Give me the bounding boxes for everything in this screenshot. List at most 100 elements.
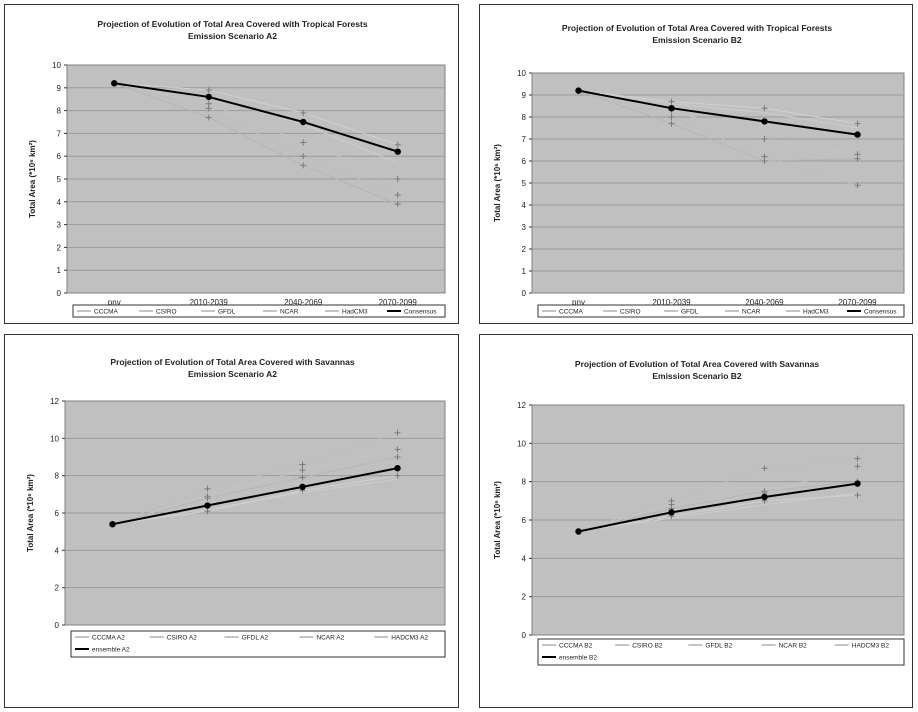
series-line bbox=[112, 432, 398, 525]
series-point bbox=[299, 483, 306, 491]
chart-title-line: Projection of Evolution of Total Area Co… bbox=[562, 23, 832, 33]
y-tick-label: 7 bbox=[522, 135, 527, 144]
y-tick-label: 1 bbox=[57, 266, 62, 275]
y-tick-label: 5 bbox=[57, 175, 62, 184]
series-point bbox=[668, 98, 675, 105]
series-point bbox=[761, 158, 768, 164]
series-line bbox=[578, 90, 858, 129]
y-tick-label: 3 bbox=[57, 221, 62, 230]
series-point bbox=[761, 488, 768, 495]
series-point bbox=[854, 492, 861, 499]
series-line bbox=[578, 494, 858, 532]
y-tick-label: 7 bbox=[57, 129, 62, 138]
legend-label: CCCMA B2 bbox=[559, 643, 593, 650]
series-point bbox=[394, 191, 401, 198]
series-point bbox=[394, 201, 401, 208]
y-tick-label: 1 bbox=[522, 267, 527, 276]
legend-label: CSIRO bbox=[156, 309, 177, 316]
series-line bbox=[112, 456, 398, 525]
y-tick-label: 0 bbox=[522, 631, 527, 640]
series-line bbox=[114, 82, 398, 180]
series-point bbox=[109, 521, 116, 528]
series-point bbox=[300, 109, 307, 116]
y-tick-label: 2 bbox=[522, 593, 527, 602]
y-tick-label: 9 bbox=[57, 84, 62, 93]
y-axis-label: Total Area (*10⁶ km²) bbox=[26, 474, 35, 552]
series-line bbox=[112, 475, 398, 525]
x-tick-label: 2010-2039 bbox=[652, 298, 691, 307]
series-point bbox=[205, 93, 212, 101]
series-point bbox=[575, 528, 582, 535]
chart-title-line: Emission Scenario B2 bbox=[652, 371, 742, 381]
y-tick-label: 3 bbox=[522, 223, 527, 232]
series-point bbox=[854, 455, 861, 462]
series-point bbox=[394, 472, 401, 479]
x-tick-label: 2070-2099 bbox=[838, 298, 877, 307]
series-line bbox=[578, 482, 858, 533]
series-point bbox=[204, 485, 211, 492]
series-line bbox=[578, 458, 858, 532]
series-point bbox=[300, 139, 307, 146]
legend-label: GFDL A2 bbox=[242, 635, 269, 642]
series-point bbox=[299, 467, 306, 474]
series-point bbox=[668, 120, 675, 127]
legend-label: HadCM3 bbox=[803, 309, 829, 316]
series-line bbox=[578, 89, 858, 136]
legend-label: NCAR B2 bbox=[779, 643, 808, 650]
series-line bbox=[578, 90, 858, 162]
y-axis-label: Total Area (*10⁶ km²) bbox=[493, 481, 502, 559]
series-point bbox=[300, 162, 307, 169]
x-tick-label: 2070-2099 bbox=[379, 298, 418, 307]
chart-panel-tropical-forests-a2: Projection of Evolution of Total Area Co… bbox=[4, 4, 459, 324]
series-line bbox=[112, 467, 398, 526]
series-line bbox=[578, 90, 858, 186]
legend-box bbox=[537, 304, 905, 318]
legend-label: CCCMA A2 bbox=[92, 635, 125, 642]
y-tick-label: 12 bbox=[517, 401, 526, 410]
y-tick-label: 4 bbox=[57, 198, 62, 207]
y-tick-label: 8 bbox=[522, 478, 527, 487]
y-tick-label: 0 bbox=[57, 289, 62, 298]
series-line bbox=[578, 90, 858, 125]
chart-title-line: Projection of Evolution of Total Area Co… bbox=[97, 19, 367, 29]
series-point bbox=[761, 136, 768, 142]
y-tick-label: 4 bbox=[522, 554, 527, 563]
y-tick-label: 6 bbox=[522, 516, 527, 525]
x-tick-label: pnv bbox=[572, 298, 585, 307]
series-point bbox=[394, 429, 401, 436]
series-point bbox=[394, 176, 401, 182]
y-tick-label: 9 bbox=[522, 91, 527, 100]
legend-label: HADCM3 A2 bbox=[391, 635, 428, 642]
series-point bbox=[300, 118, 307, 126]
legend-label: CSIRO A2 bbox=[167, 635, 197, 642]
series-point bbox=[854, 120, 861, 127]
chart-title-line: Emission Scenario A2 bbox=[188, 369, 277, 379]
series-point bbox=[204, 495, 211, 502]
series-point bbox=[854, 463, 861, 470]
series-line bbox=[114, 82, 398, 196]
series-point bbox=[394, 148, 401, 155]
series-line bbox=[114, 82, 398, 146]
y-tick-label: 5 bbox=[522, 179, 527, 188]
legend-label: GFDL bbox=[681, 309, 699, 316]
series-point bbox=[299, 474, 306, 481]
series-point bbox=[394, 454, 401, 460]
legend-label: CCCMA bbox=[94, 309, 118, 316]
y-tick-label: 10 bbox=[517, 439, 526, 448]
legend-label: HadCM3 bbox=[342, 309, 368, 316]
legend-label: ensemble A2 bbox=[92, 647, 130, 654]
legend-label: Consensus bbox=[404, 309, 437, 316]
y-tick-label: 10 bbox=[52, 61, 61, 70]
chart-svg: Projection of Evolution of Total Area Co… bbox=[493, 23, 905, 318]
y-tick-label: 8 bbox=[57, 107, 62, 116]
series-point bbox=[205, 87, 212, 94]
series-line bbox=[578, 492, 858, 532]
series-point bbox=[394, 446, 401, 453]
legend-label: CSIRO B2 bbox=[632, 643, 663, 650]
series-point bbox=[761, 118, 768, 125]
series-point bbox=[299, 461, 306, 468]
legend-label: GFDL B2 bbox=[705, 643, 732, 650]
chart-svg: Projection of Evolution of Total Area Co… bbox=[28, 19, 446, 318]
legend-box bbox=[537, 638, 905, 666]
series-point bbox=[205, 100, 212, 107]
